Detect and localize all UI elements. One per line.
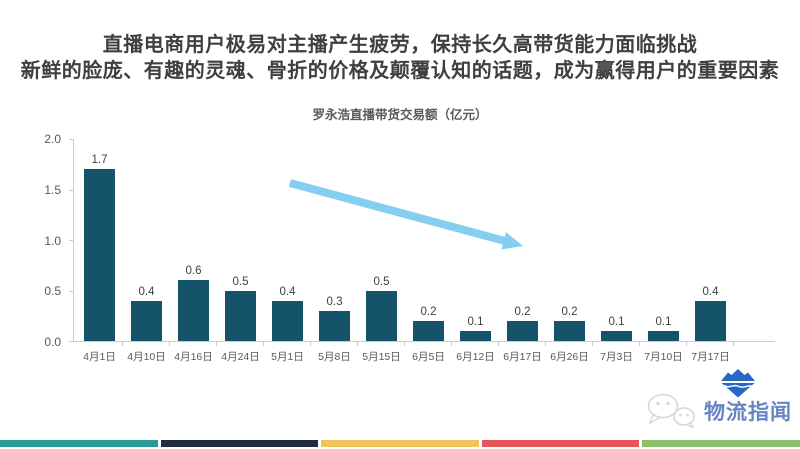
x-axis-label: 4月16日 (174, 351, 213, 363)
bar-value-label: 0.2 (420, 305, 437, 318)
chart-title: 罗永浩直播带货交易额（亿元） (312, 108, 488, 122)
bar (366, 290, 397, 341)
y-axis-tick-mark (69, 341, 74, 342)
bar (648, 330, 679, 341)
x-axis-label: 6月5日 (412, 351, 445, 363)
bar-group: 0.3 5月8日 (311, 139, 358, 363)
x-axis-label: 7月17日 (691, 351, 730, 363)
footer-segment (160, 440, 319, 447)
bar (131, 300, 162, 341)
bar-group: 0.4 7月17日 (687, 139, 734, 363)
bar (695, 300, 726, 341)
x-axis-label: 7月10日 (644, 351, 683, 363)
brand-logo: 物流指闻 (640, 366, 800, 430)
plot-area: 1.7 4月1日 0.4 4月10日 0.6 4月16日 0.5 4月24日 0.4 5月1日 0.… (69, 139, 775, 363)
x-axis-label: 6月17日 (503, 351, 542, 363)
bar-group: 0.1 7月3日 (593, 139, 640, 363)
x-axis-label: 5月15日 (362, 351, 401, 363)
footer-segment (0, 440, 158, 447)
y-axis-tick-mark (69, 139, 74, 140)
footer-segment (321, 440, 479, 447)
bar-group: 0.1 7月10日 (640, 139, 687, 363)
bar (272, 300, 303, 341)
y-axis-tick-mark (69, 240, 74, 241)
bar-value-label: 0.2 (514, 305, 531, 318)
bar-group: 0.5 5月15日 (358, 139, 405, 363)
y-axis-tick-label: 0.0 (44, 335, 61, 349)
bar-value-label: 1.7 (91, 154, 108, 167)
x-axis-label: 5月1日 (271, 351, 304, 363)
bar (178, 280, 209, 341)
logo-text: 物流指闻 (704, 401, 792, 424)
bar (601, 330, 632, 341)
y-axis: 0.0 0.5 1.0 1.5 2.0 (27, 132, 73, 349)
bar (84, 169, 115, 341)
bar-value-label: 0.5 (373, 275, 390, 288)
title-line-2: 新鲜的脸庞、有趣的灵魂、骨折的价格及颠覆认知的话题，成为赢得用户的重要因素 (20, 60, 780, 82)
iceberg-logo-icon (721, 369, 755, 398)
x-axis-label: 4月1日 (83, 351, 116, 363)
y-axis-tick-label: 0.5 (44, 284, 61, 299)
bar-group: 0.2 6月26日 (546, 139, 593, 363)
bar (507, 320, 538, 341)
bar-value-label: 0.6 (185, 265, 202, 278)
bar-group: 0.5 4月24日 (217, 139, 264, 363)
wechat-icon (647, 393, 695, 428)
x-axis-label: 7月3日 (600, 351, 633, 363)
bar-group: 0.2 6月5日 (405, 139, 452, 363)
title-line-1: 直播电商用户极易对主播产生疲劳，保持长久高带货能力面临挑战 (102, 34, 698, 56)
x-axis-label: 4月24日 (221, 351, 260, 363)
bar-group: 0.2 6月17日 (499, 139, 546, 363)
bar-value-label: 0.2 (561, 305, 578, 318)
y-axis-tick-label: 1.0 (44, 233, 61, 248)
bar-group: 0.4 4月10日 (123, 139, 170, 363)
bar-value-label: 0.3 (326, 295, 343, 308)
bar-value-label: 0.4 (279, 285, 296, 298)
bar-group: 1.7 4月1日 (76, 139, 123, 363)
bar (554, 320, 585, 341)
bar-value-label: 0.4 (138, 285, 155, 298)
bar (319, 310, 350, 341)
footer-segment (642, 440, 800, 447)
bar (460, 330, 491, 341)
y-axis-tick-label: 1.5 (44, 182, 61, 197)
bar-group: 0.1 6月12日 (452, 139, 499, 363)
bar-chart: 0.0 0.5 1.0 1.5 2.0 1.7 4月1日 0.4 4月10日 0.6 4月16日 0… (44, 132, 775, 363)
bar-value-label: 0.1 (608, 315, 625, 328)
x-axis-label: 5月8日 (318, 351, 351, 363)
x-axis-label: 4月10日 (127, 351, 166, 363)
y-axis-tick-mark (69, 290, 74, 292)
bar-value-label: 0.5 (232, 275, 249, 288)
x-axis-label: 6月12日 (456, 351, 495, 363)
bar (413, 320, 444, 341)
bar-value-label: 0.1 (655, 315, 672, 328)
footer-color-bar (0, 440, 800, 447)
bar-group: 0.6 4月16日 (170, 139, 217, 363)
bar-value-label: 0.4 (702, 285, 719, 298)
bar-value-label: 0.1 (467, 315, 484, 328)
y-axis-tick-mark (69, 189, 74, 191)
page-title: 直播电商用户极易对主播产生疲劳，保持长久高带货能力面临挑战 新鲜的脸庞、有趣的灵… (0, 32, 800, 84)
y-axis-tick-label: 2.0 (44, 132, 61, 146)
bar (225, 290, 256, 341)
footer-segment (481, 440, 640, 447)
x-axis-label: 6月26日 (550, 351, 589, 363)
bar-group: 0.4 5月1日 (264, 139, 311, 363)
